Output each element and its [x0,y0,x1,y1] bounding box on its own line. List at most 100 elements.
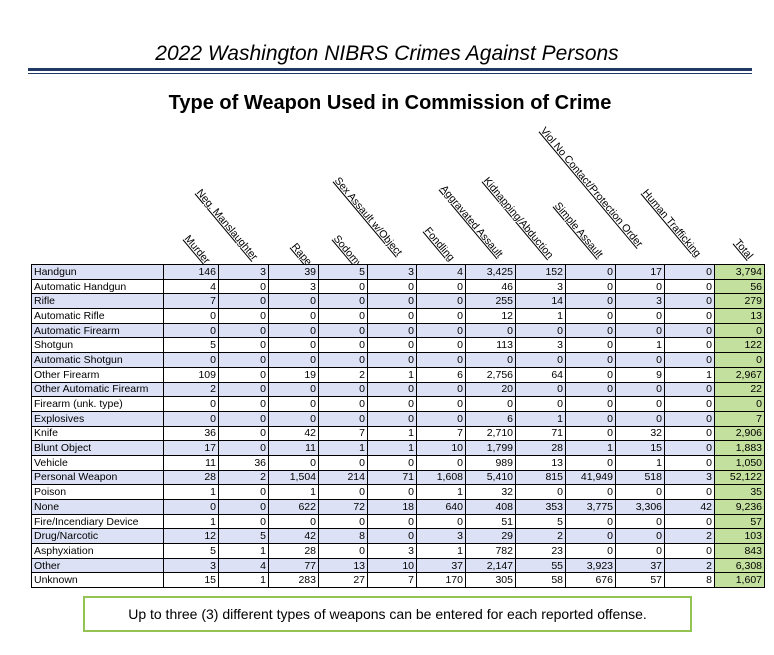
total-cell: 1,050 [714,454,765,471]
table-row: Explosives 0 0 0 0 0 0 6 1 0 0 0 7 [31,410,765,427]
table-cell: 0 [664,278,715,295]
table-row: Automatic Shotgun 0 0 0 0 0 0 0 0 0 0 0 0 [31,352,765,368]
table-cell: 42 [268,528,319,545]
row-label: Explosives [31,410,164,427]
table-cell: 0 [367,454,417,471]
table-cell: 1 [163,513,219,530]
row-label: Drug/Narcotic [31,528,164,545]
table-cell: 42 [664,499,715,515]
table-cell: 0 [218,366,269,383]
table-row: Fire/Incendiary Device 1 0 0 0 0 0 51 5 0 0 0 57 [31,513,765,530]
table-cell: 0 [268,513,319,530]
row-label: Knife [31,425,164,442]
table-cell: 37 [416,557,466,574]
table-row: Other Automatic Firearm 2 0 0 0 0 0 20 0 0 0 0 22 [31,381,765,398]
total-cell: 9,236 [714,499,765,515]
table-cell: 5 [318,264,368,280]
table-cell: 782 [465,543,516,559]
table-cell: 3 [367,264,417,280]
table-cell: 20 [465,381,516,398]
table-cell: 0 [664,264,715,280]
table-cell: 55 [515,557,566,574]
table-cell: 10 [367,557,417,574]
table-cell: 0 [318,293,368,310]
table-cell: 28 [268,543,319,559]
table-row: Drug/Narcotic 12 5 42 8 0 3 29 2 0 0 2 103 [31,528,765,545]
table-cell: 0 [416,410,466,427]
table-cell: 5 [515,513,566,530]
total-cell: 0 [714,322,765,339]
row-label: Personal Weapon [31,469,164,486]
table-cell: 1 [367,425,417,442]
table-cell: 42 [268,425,319,442]
table-cell: 0 [367,293,417,310]
total-cell: 3,794 [714,264,765,280]
total-cell: 13 [714,308,765,324]
table-cell: 0 [218,425,269,442]
table-cell: 11 [163,454,219,471]
table-cell: 0 [565,264,616,280]
table-cell: 0 [318,454,368,471]
table-cell: 5,410 [465,469,516,486]
row-label: Unknown [31,572,164,589]
table-cell: 3,425 [465,264,516,280]
col-header-simple-assault: Simple Assault [551,199,605,261]
table-cell: 3 [163,557,219,574]
table-cell: 0 [615,308,665,324]
total-cell: 122 [714,337,765,354]
table-cell: 37 [615,557,665,574]
table-cell: 0 [218,484,269,500]
table-cell: 0 [615,410,665,427]
table-cell: 0 [416,381,466,398]
table-cell: 1 [416,543,466,559]
table-cell: 0 [218,337,269,354]
table-cell: 0 [664,308,715,324]
row-label: Other Firearm [31,366,164,383]
row-label: Poison [31,484,164,500]
table-cell: 4 [163,278,219,295]
table-cell: 0 [416,337,466,354]
table-cell: 152 [515,264,566,280]
table-cell: 4 [416,264,466,280]
table-cell: 1 [416,484,466,500]
table-cell: 0 [318,381,368,398]
row-label: None [31,499,164,515]
table-cell: 0 [367,381,417,398]
total-cell: 279 [714,293,765,310]
table-row: Personal Weapon 28 2 1,504 214 71 1,608 5,410 81… [31,469,765,486]
col-header-murder: Murder [182,233,213,267]
table-cell: 7 [367,572,417,589]
table-cell: 5 [218,528,269,545]
table-cell: 0 [218,352,269,368]
table-cell: 0 [318,484,368,500]
table-cell: 0 [615,543,665,559]
row-label: Asphyxiation [31,543,164,559]
table-cell: 64 [515,366,566,383]
table-cell: 0 [615,352,665,368]
table-cell: 283 [268,572,319,589]
total-cell: 35 [714,484,765,500]
table-cell: 13 [318,557,368,574]
table-cell: 408 [465,499,516,515]
col-header-fondling: Fondling [422,224,458,264]
table-cell: 0 [318,278,368,295]
table-cell: 3 [515,337,566,354]
table-cell: 0 [664,484,715,500]
table-cell: 0 [268,381,319,398]
table-cell: 146 [163,264,219,280]
table-cell: 0 [615,396,665,412]
table-cell: 8 [664,572,715,589]
table-cell: 17 [615,264,665,280]
table-cell: 0 [218,293,269,310]
table-cell: 0 [268,410,319,427]
table-cell: 0 [268,352,319,368]
table-cell: 0 [565,293,616,310]
table-cell: 0 [416,322,466,339]
row-label: Rifle [31,293,164,310]
table-cell: 58 [515,572,566,589]
total-cell: 7 [714,410,765,427]
table-cell: 1,504 [268,469,319,486]
table-cell: 3 [615,293,665,310]
table-cell: 13 [515,454,566,471]
table-cell: 0 [416,293,466,310]
